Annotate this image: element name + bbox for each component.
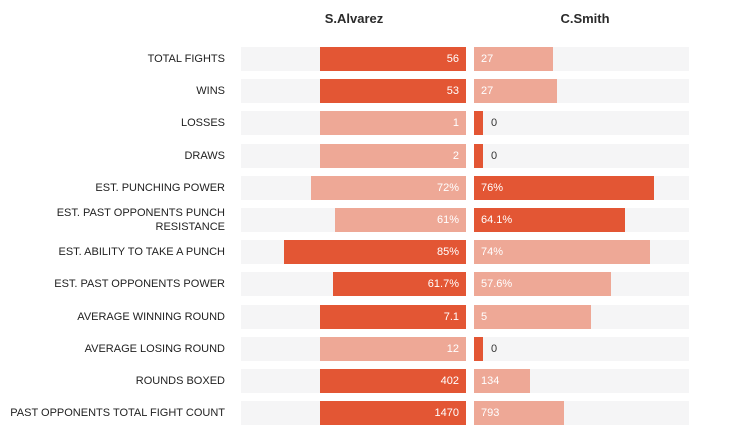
right-value: 134 xyxy=(481,375,500,387)
left-track: 53 xyxy=(241,79,466,103)
left-bar xyxy=(320,401,466,425)
left-bar xyxy=(311,176,466,200)
category-label: TOTAL FIGHTS xyxy=(0,52,225,66)
right-bar xyxy=(474,176,654,200)
left-track: 61% xyxy=(241,208,466,232)
right-track: 793 xyxy=(474,401,689,425)
right-track: 27 xyxy=(474,47,689,71)
left-track: 2 xyxy=(241,144,466,168)
left-value: 72% xyxy=(436,182,459,194)
left-bar xyxy=(320,79,466,103)
right-track: 76% xyxy=(474,176,689,200)
right-bar xyxy=(474,208,625,232)
category-label-line: AVERAGE LOSING ROUND xyxy=(84,343,225,355)
right-bar xyxy=(474,240,650,264)
category-label-line: LOSSES xyxy=(180,117,225,129)
right-track: 57.6% xyxy=(474,272,689,296)
category-label-line: ROUNDS BOXED xyxy=(135,375,225,387)
category-label: LOSSES xyxy=(0,116,225,130)
category-label-line: RESISTANCE xyxy=(155,221,225,233)
left-track: 56 xyxy=(241,47,466,71)
left-value: 1 xyxy=(452,117,459,129)
left-value: 2 xyxy=(452,150,459,162)
right-bar xyxy=(474,305,591,329)
right-value: 74% xyxy=(481,246,504,258)
right-bar xyxy=(474,111,483,135)
right-bar xyxy=(474,369,530,393)
category-label-line: EST. PUNCHING POWER xyxy=(95,182,225,194)
category-label: EST. ABILITY TO TAKE A PUNCH xyxy=(0,245,226,259)
category-label: AVERAGE WINNING ROUND xyxy=(0,310,225,324)
left-track: 1470 xyxy=(241,401,466,425)
left-value: 61.7% xyxy=(427,278,459,290)
right-track: 0 xyxy=(474,337,689,361)
left-bar xyxy=(320,111,466,135)
left-bar xyxy=(320,47,466,71)
left-value: 56 xyxy=(446,53,459,65)
right-value: 0 xyxy=(491,150,498,162)
category-label: PAST OPPONENTS TOTAL FIGHT COUNT xyxy=(0,406,225,420)
right-value: 64.1% xyxy=(481,214,513,226)
right-value: 793 xyxy=(481,407,500,419)
category-label: ROUNDS BOXED xyxy=(0,374,225,388)
right-bar xyxy=(474,79,557,103)
right-track: 0 xyxy=(474,111,689,135)
category-label: EST. PAST OPPONENTS POWER xyxy=(0,277,225,291)
right-bar xyxy=(474,401,564,425)
left-bar xyxy=(320,337,466,361)
left-bar xyxy=(320,305,466,329)
category-label: WINS xyxy=(0,84,225,98)
right-track: 134 xyxy=(474,369,689,393)
series-header-left: S.Alvarez xyxy=(324,11,384,26)
category-label-line: EST. PAST OPPONENTS PUNCH xyxy=(56,207,225,219)
left-value: 85% xyxy=(436,246,459,258)
series-header-right: C.Smith xyxy=(560,11,610,26)
left-bar xyxy=(335,208,466,232)
category-label: EST. PAST OPPONENTS PUNCH RESISTANCE xyxy=(0,206,225,234)
right-value: 57.6% xyxy=(481,278,513,290)
right-bar xyxy=(474,144,483,168)
category-label-line: PAST OPPONENTS TOTAL FIGHT COUNT xyxy=(10,407,225,419)
category-label-line: AVERAGE WINNING ROUND xyxy=(77,311,225,323)
left-value: 61% xyxy=(436,214,459,226)
left-value: 402 xyxy=(440,375,459,387)
right-bar xyxy=(474,337,483,361)
right-track: 64.1% xyxy=(474,208,689,232)
left-track: 1 xyxy=(241,111,466,135)
right-value: 27 xyxy=(481,85,494,97)
left-value: 1470 xyxy=(434,407,459,419)
right-track: 27 xyxy=(474,79,689,103)
left-track: 85% xyxy=(241,240,466,264)
left-track: 61.7% xyxy=(241,272,466,296)
category-label-line: DRAWS xyxy=(184,150,225,162)
left-track: 402 xyxy=(241,369,466,393)
category-label-line: WINS xyxy=(196,85,225,97)
left-track: 7.1 xyxy=(241,305,466,329)
category-label: EST. PUNCHING POWER xyxy=(0,181,225,195)
left-value: 53 xyxy=(446,85,459,97)
right-value: 0 xyxy=(491,117,498,129)
category-label-line: TOTAL FIGHTS xyxy=(147,53,225,65)
right-value: 0 xyxy=(491,343,498,355)
left-bar xyxy=(333,272,466,296)
category-label-line: EST. PAST OPPONENTS POWER xyxy=(54,278,225,290)
right-track: 5 xyxy=(474,305,689,329)
category-label-line: EST. ABILITY TO TAKE A PUNCH xyxy=(58,246,226,258)
right-value: 5 xyxy=(481,311,488,323)
right-value: 76% xyxy=(481,182,504,194)
left-bar xyxy=(320,369,466,393)
category-label: DRAWS xyxy=(0,149,225,163)
left-track: 12 xyxy=(241,337,466,361)
right-bar xyxy=(474,272,611,296)
left-track: 72% xyxy=(241,176,466,200)
left-bar xyxy=(320,144,466,168)
right-value: 27 xyxy=(481,53,494,65)
category-label: AVERAGE LOSING ROUND xyxy=(0,342,225,356)
right-track: 74% xyxy=(474,240,689,264)
left-value: 7.1 xyxy=(443,311,459,323)
right-track: 0 xyxy=(474,144,689,168)
left-bar xyxy=(284,240,466,264)
left-value: 12 xyxy=(446,343,459,355)
right-bar xyxy=(474,47,553,71)
